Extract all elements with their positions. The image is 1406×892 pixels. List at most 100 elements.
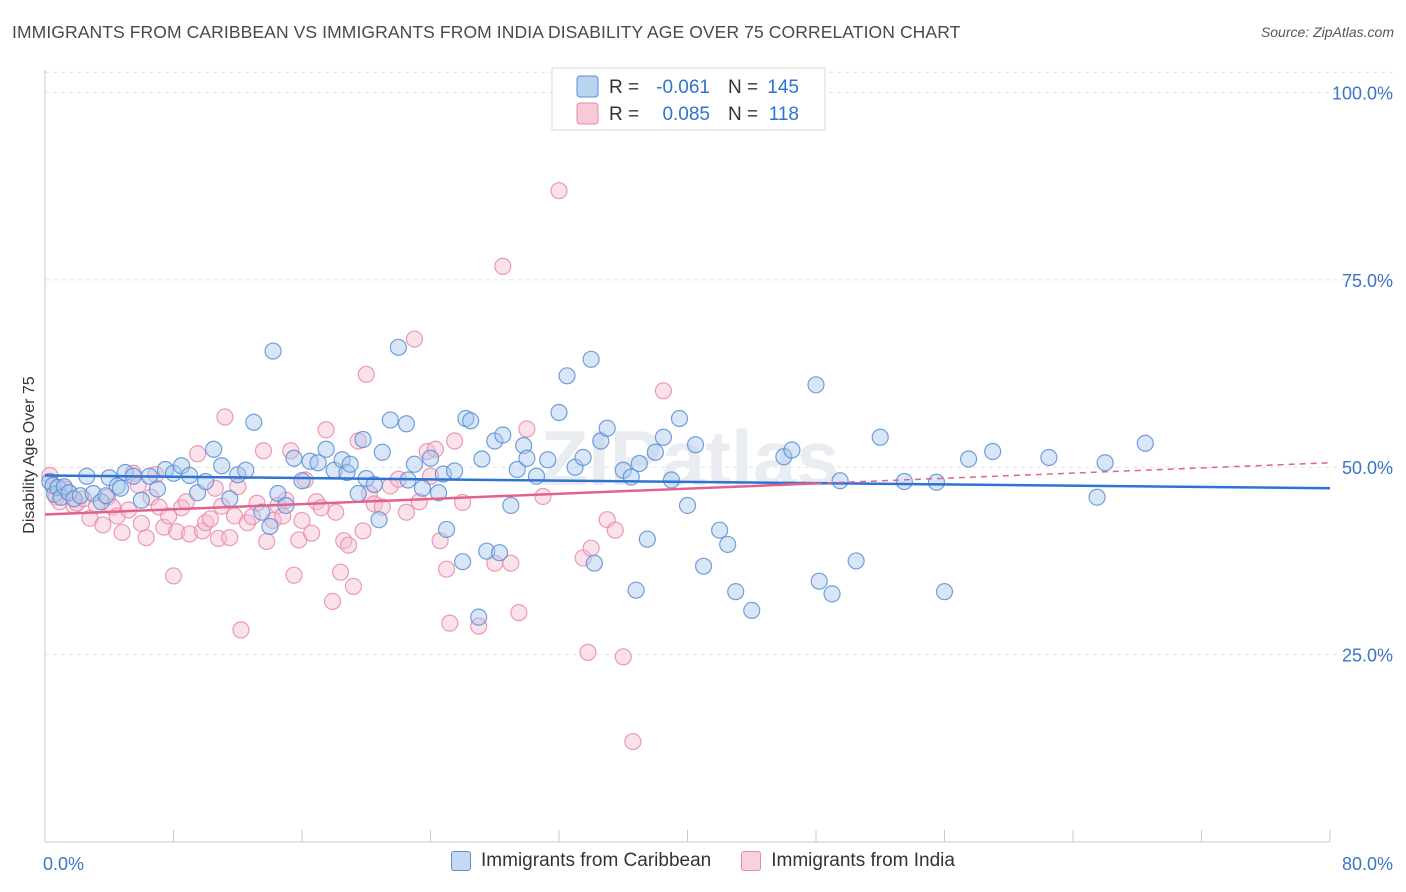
data-point-caribbean <box>213 457 231 475</box>
legend-label-caribbean: Immigrants from Caribbean <box>481 850 712 871</box>
y-axis-label: Disability Age Over 75 <box>21 376 38 534</box>
data-point-india <box>303 524 321 542</box>
data-point-caribbean <box>574 448 592 467</box>
data-point-india <box>606 521 624 539</box>
data-point-caribbean <box>261 517 279 536</box>
data-point-caribbean <box>694 557 713 575</box>
legend-swatch-india <box>741 851 762 871</box>
data-point-india <box>188 445 207 463</box>
data-point-caribbean <box>627 581 645 599</box>
data-point-caribbean <box>71 487 89 505</box>
data-point-caribbean <box>341 455 359 473</box>
data-point-caribbean <box>502 496 520 515</box>
data-point-india <box>518 420 536 438</box>
legend-r-label-blue: R = <box>609 77 639 98</box>
data-point-caribbean <box>293 472 311 490</box>
data-point-caribbean <box>253 503 271 521</box>
data-point-caribbean <box>585 554 603 572</box>
data-point-caribbean <box>309 454 327 472</box>
data-point-india <box>168 523 186 541</box>
data-point-india <box>426 440 444 458</box>
legend-swatch-blue <box>576 75 599 98</box>
data-point-caribbean <box>1040 448 1058 467</box>
stats-legend: R = -0.061 N = 145 R = 0.085 N = 118 <box>551 67 826 131</box>
data-point-caribbean <box>654 428 673 446</box>
legend-swatch-caribbean <box>451 851 472 871</box>
data-point-india <box>550 182 568 200</box>
data-point-india <box>441 614 459 632</box>
data-point-caribbean <box>927 473 946 491</box>
data-point-caribbean <box>111 479 130 497</box>
data-point-caribbean <box>984 442 1002 461</box>
data-point-india <box>344 577 362 596</box>
data-point-caribbean <box>237 461 255 479</box>
data-point-india <box>445 432 464 450</box>
data-point-india <box>354 522 372 540</box>
data-point-caribbean <box>518 449 536 467</box>
data-point-india <box>229 478 247 496</box>
data-point-india <box>323 592 342 611</box>
data-point-caribbean <box>373 443 391 461</box>
data-point-caribbean <box>269 484 287 503</box>
data-point-caribbean <box>245 413 263 431</box>
data-point-caribbean <box>405 455 424 473</box>
legend-label-india: Immigrants from India <box>771 850 955 871</box>
legend-n-value-pink: 118 <box>769 104 799 125</box>
data-point-caribbean <box>686 436 705 454</box>
trend-line-india-extrapolated <box>815 461 1331 485</box>
data-point-india <box>405 330 424 348</box>
source-credit: Source: ZipAtlas.com <box>1260 24 1394 40</box>
data-point-caribbean <box>727 583 745 601</box>
data-point-caribbean <box>935 583 954 601</box>
y-tick-label: 75.0% <box>1342 271 1393 291</box>
data-point-india <box>293 511 311 530</box>
data-point-caribbean <box>478 542 496 560</box>
data-point-india <box>164 567 183 585</box>
data-point-caribbean <box>381 411 399 429</box>
legend-swatch-pink <box>576 102 599 125</box>
legend-item-caribbean[interactable]: Immigrants from Caribbean <box>451 850 711 872</box>
data-point-india <box>437 560 456 578</box>
data-point-caribbean <box>148 480 167 498</box>
data-point-caribbean <box>389 338 407 356</box>
data-point-caribbean <box>421 449 440 467</box>
data-point-caribbean <box>670 409 689 428</box>
legend-r-value-blue: -0.061 <box>656 77 710 98</box>
trend-line-caribbean <box>44 474 1331 490</box>
data-point-india <box>339 536 358 554</box>
y-tick-label: 100.0% <box>1332 83 1393 103</box>
legend-n-value-blue: 145 <box>767 77 799 98</box>
data-point-india <box>232 621 250 639</box>
data-point-caribbean <box>515 436 533 455</box>
data-point-caribbean <box>743 601 761 620</box>
data-point-caribbean <box>97 487 115 505</box>
data-point-caribbean <box>494 426 512 444</box>
data-point-india <box>624 732 642 751</box>
data-point-india <box>494 257 512 275</box>
data-point-india <box>285 566 303 584</box>
data-point-caribbean <box>473 450 491 468</box>
data-point-caribbean <box>508 460 526 479</box>
data-point-india <box>579 643 597 661</box>
legend-r-label-pink: R = <box>609 104 639 125</box>
data-point-caribbean <box>49 478 67 497</box>
data-point-caribbean <box>434 465 452 483</box>
data-point-india <box>510 604 528 622</box>
trend-line-india <box>44 482 817 516</box>
legend-item-india[interactable]: Immigrants from India <box>741 850 955 872</box>
data-point-caribbean <box>429 484 448 502</box>
data-point-india <box>155 518 173 536</box>
data-point-caribbean <box>598 419 616 437</box>
data-point-caribbean <box>847 552 865 570</box>
data-point-india <box>137 529 155 547</box>
data-point-india <box>113 523 131 542</box>
data-point-caribbean <box>264 342 282 360</box>
data-point-caribbean <box>539 451 557 469</box>
data-point-india <box>147 466 165 484</box>
data-point-caribbean <box>1088 488 1106 506</box>
data-point-caribbean <box>1136 434 1154 452</box>
data-point-india <box>654 382 673 400</box>
data-point-india <box>94 516 112 534</box>
data-point-caribbean <box>413 479 432 497</box>
